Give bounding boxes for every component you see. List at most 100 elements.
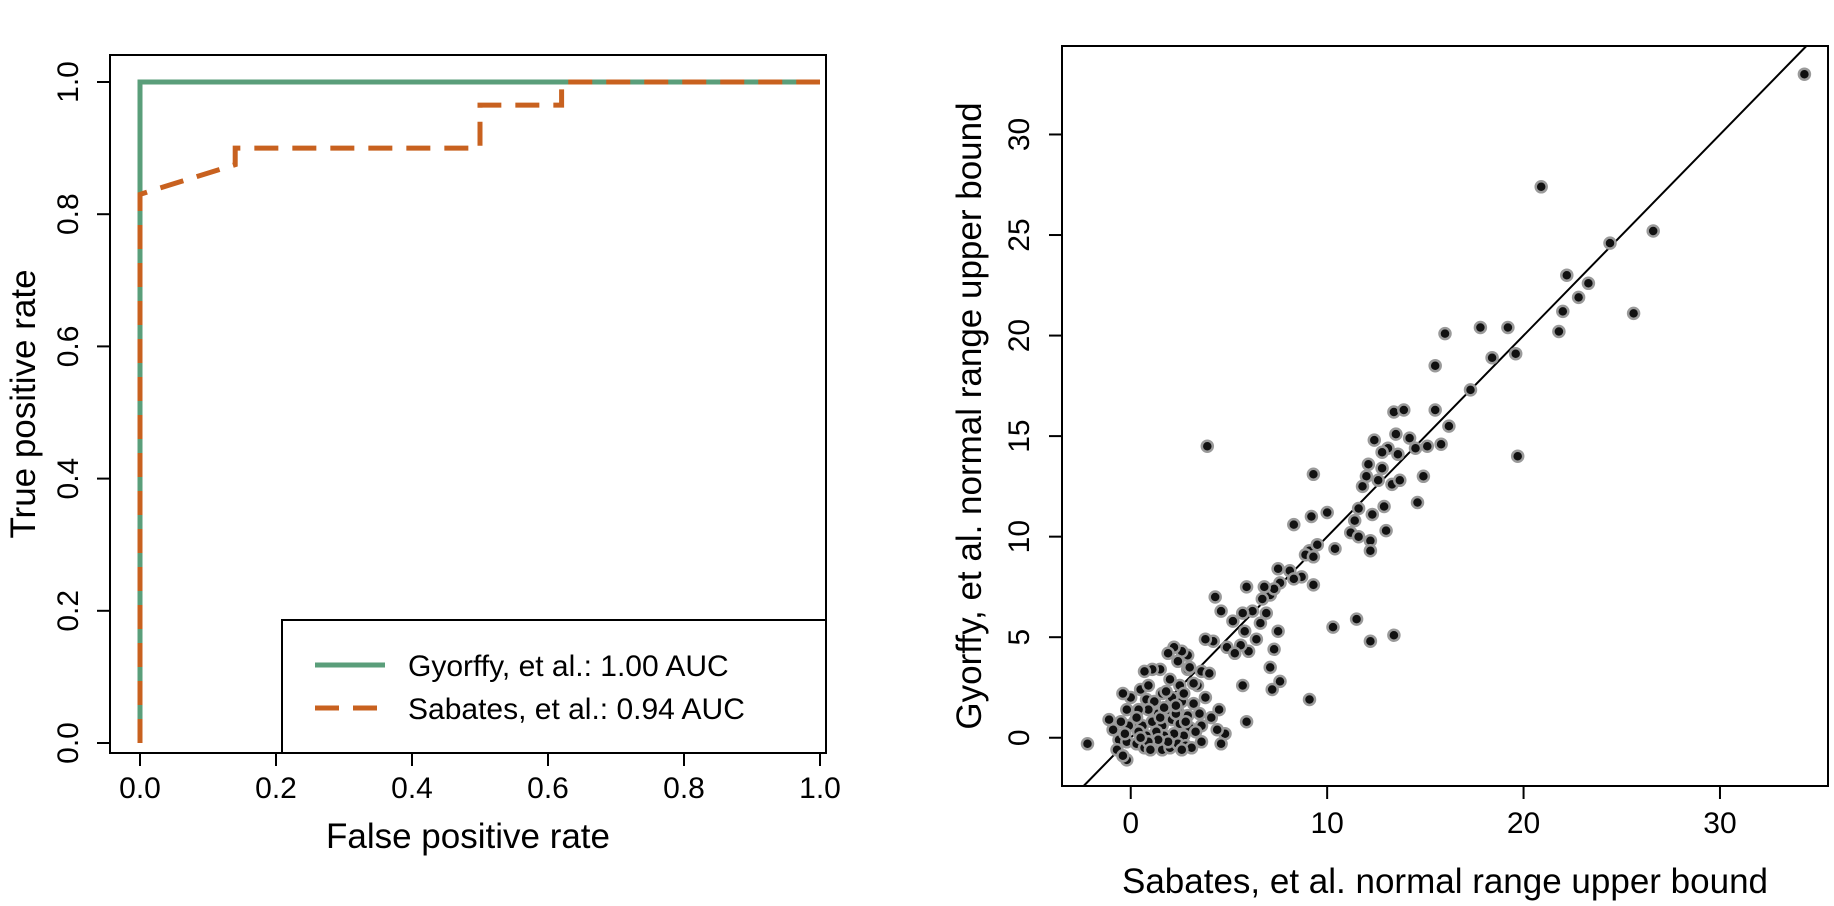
scatter-point <box>1208 590 1222 604</box>
scatter-x-tick-label: 20 <box>1507 807 1540 840</box>
scatter-chart: 0 10 20 30 0 5 10 15 20 25 30 Sabates, et al. nor… <box>950 45 1829 901</box>
roc-y-axis: 0.0 0.2 0.4 0.6 0.8 1.0 <box>52 61 110 764</box>
scatter-point <box>1320 505 1334 520</box>
scatter-point <box>1581 276 1596 291</box>
scatter-reference-line <box>1082 45 1808 787</box>
scatter-point <box>1402 431 1417 445</box>
scatter-y-tick-label: 25 <box>1003 218 1036 251</box>
scatter-point <box>1560 268 1574 282</box>
roc-legend: Gyorffy, et al.: 1.00 AUC Sabates, et al… <box>281 619 827 754</box>
scatter-point <box>1310 537 1325 552</box>
roc-series-gyorffy <box>137 79 820 743</box>
scatter-point <box>1365 507 1380 522</box>
scatter-point <box>1304 509 1319 524</box>
scatter-point <box>1080 737 1095 751</box>
scatter-point <box>1267 642 1281 657</box>
scatter-point <box>1375 445 1389 459</box>
scatter-point <box>1420 439 1435 453</box>
scatter-point <box>1214 737 1228 751</box>
scatter-point <box>1363 543 1378 558</box>
scatter-point <box>1265 682 1279 697</box>
scatter-point <box>1198 632 1213 646</box>
scatter-point <box>1428 358 1442 373</box>
scatter-point <box>1226 614 1240 628</box>
scatter-point <box>1200 439 1215 453</box>
scatter-point <box>1257 580 1272 594</box>
scatter-point <box>1118 726 1132 741</box>
scatter-point <box>1239 580 1254 594</box>
scatter-point <box>1212 702 1226 717</box>
scatter-point <box>1182 660 1197 675</box>
scatter-point <box>1253 616 1268 630</box>
scatter-point <box>1192 706 1207 721</box>
scatter-point <box>1438 326 1452 341</box>
scatter-point <box>1326 620 1340 634</box>
scatter-point <box>1159 684 1173 699</box>
scatter-point <box>1202 666 1217 681</box>
scatter-point <box>1389 427 1403 441</box>
scatter-point <box>1204 710 1219 725</box>
scatter-point <box>1177 686 1191 701</box>
scatter-point <box>1163 672 1177 687</box>
scatter-y-axis-title: Gyorffy, et al. normal range upper bound <box>950 102 989 729</box>
scatter-point <box>1463 383 1478 397</box>
scatter-point <box>1210 722 1224 737</box>
scatter-point <box>1116 749 1130 763</box>
scatter-point <box>1239 714 1254 729</box>
scatter-point <box>1141 678 1156 693</box>
scatter-point <box>1387 628 1401 642</box>
scatter-point <box>1347 513 1362 528</box>
scatter-y-axis: 0 5 10 15 20 25 30 <box>1003 118 1062 746</box>
roc-y-axis-title: True positive rate <box>4 269 43 538</box>
scatter-point <box>1198 690 1213 705</box>
scatter-point <box>1302 692 1317 707</box>
scatter-point <box>1306 467 1321 482</box>
scatter-point <box>1169 698 1183 713</box>
scatter-point <box>1235 678 1250 693</box>
scatter-point <box>1379 523 1393 538</box>
scatter-point <box>1116 686 1130 701</box>
scatter-point <box>1473 320 1488 335</box>
roc-legend-label-green: Gyorffy, et al.: 1.00 AUC <box>408 650 729 683</box>
scatter-point <box>1235 606 1250 620</box>
scatter-point <box>1178 714 1193 729</box>
scatter-point <box>1646 224 1660 238</box>
roc-x-tick-label: 0.0 <box>119 772 161 805</box>
scatter-point <box>1510 449 1525 463</box>
scatter-point <box>1797 67 1812 81</box>
roc-y-tick-label: 0.4 <box>52 458 85 500</box>
scatter-point <box>1375 461 1389 476</box>
roc-chart: 0.0 0.2 0.4 0.6 0.8 1.0 0.0 0.2 0.4 0.6 0.8 1.0 Fa… <box>4 54 841 856</box>
scatter-y-tick-label: 15 <box>1003 419 1036 452</box>
scatter-point <box>1157 700 1171 715</box>
roc-legend-label-orange: Sabates, et al.: 0.94 AUC <box>408 693 745 726</box>
roc-x-tick-label: 0.8 <box>663 772 705 805</box>
scatter-point <box>1501 320 1515 335</box>
scatter-point <box>1434 437 1448 451</box>
scatter-point <box>1194 735 1209 749</box>
roc-x-axis-title: False positive rate <box>326 817 610 856</box>
roc-x-axis: 0.0 0.2 0.4 0.6 0.8 1.0 <box>119 753 841 805</box>
scatter-y-tick-label: 30 <box>1003 118 1036 151</box>
scatter-point <box>1287 517 1301 532</box>
scatter-plot-frame <box>1061 45 1829 787</box>
scatter-point <box>1552 324 1566 339</box>
scatter-point <box>1377 499 1391 514</box>
scatter-point <box>1161 646 1175 661</box>
scatter-point <box>1428 403 1442 417</box>
scatter-point <box>1391 447 1405 461</box>
scatter-y-tick-label: 0 <box>1003 729 1036 746</box>
roc-legend-box <box>281 619 827 754</box>
scatter-point <box>1508 346 1523 361</box>
scatter-point <box>1397 403 1411 417</box>
scatter-point <box>1133 730 1148 745</box>
scatter-point <box>1287 572 1301 586</box>
scatter-point <box>1408 441 1423 455</box>
scatter-point <box>1271 562 1285 576</box>
scatter-point <box>1626 306 1641 321</box>
scatter-x-tick-label: 0 <box>1122 807 1139 840</box>
roc-x-tick-label: 0.4 <box>391 772 433 805</box>
roc-x-tick-label: 1.0 <box>799 772 841 805</box>
scatter-point <box>1351 501 1366 516</box>
